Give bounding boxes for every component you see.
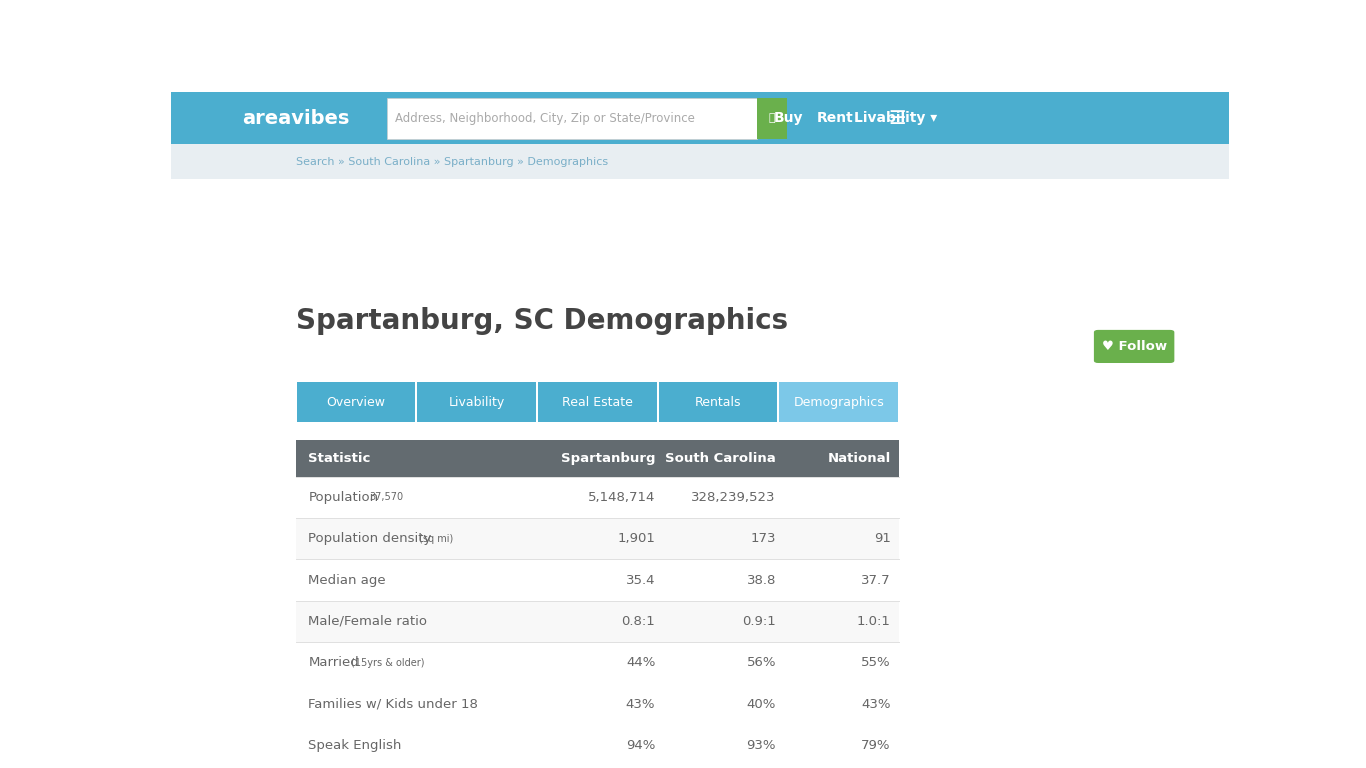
Text: 43%: 43%	[626, 697, 656, 710]
Text: 91: 91	[874, 532, 891, 545]
Text: Families w/ Kids under 18: Families w/ Kids under 18	[309, 697, 478, 710]
Text: 0.8:1: 0.8:1	[622, 615, 656, 628]
Text: 1,901: 1,901	[617, 532, 656, 545]
Bar	[780, 382, 897, 422]
Text: Real Estate: Real Estate	[561, 396, 632, 409]
Text: Population density: Population density	[309, 532, 432, 545]
Bar	[658, 382, 777, 422]
Bar	[295, 518, 899, 559]
Text: Spartanburg: Spartanburg	[561, 452, 656, 465]
Text: 56%: 56%	[746, 657, 776, 670]
Text: (15yrs & older): (15yrs & older)	[351, 658, 425, 668]
Text: 94%: 94%	[626, 739, 656, 752]
Text: Address, Neighborhood, City, Zip or State/Province: Address, Neighborhood, City, Zip or Stat…	[395, 112, 695, 125]
Bar	[296, 382, 415, 422]
Text: 38.8: 38.8	[747, 574, 776, 587]
Text: 0.9:1: 0.9:1	[742, 615, 776, 628]
Text: Livability: Livability	[448, 396, 505, 409]
Text: 37,570: 37,570	[370, 492, 404, 502]
Text: areavibes: areavibes	[242, 109, 350, 127]
Bar	[295, 642, 899, 684]
Text: 37.7: 37.7	[861, 574, 891, 587]
Text: South Carolina: South Carolina	[665, 452, 776, 465]
Text: ♥ Follow: ♥ Follow	[1101, 340, 1167, 353]
Bar	[171, 92, 1229, 144]
Text: Spartanburg, SC Demographics: Spartanburg, SC Demographics	[295, 306, 788, 335]
Text: Demographics: Demographics	[794, 396, 884, 409]
Text: 173: 173	[750, 532, 776, 545]
Text: (sq mi): (sq mi)	[419, 534, 454, 544]
Text: 55%: 55%	[861, 657, 891, 670]
Text: 🔍: 🔍	[769, 114, 776, 124]
Bar	[295, 440, 899, 476]
Text: Population: Population	[309, 491, 378, 504]
Text: 35.4: 35.4	[626, 574, 656, 587]
Text: National: National	[828, 452, 891, 465]
Text: Overview: Overview	[326, 396, 385, 409]
Bar	[295, 476, 899, 518]
Text: Statistic: Statistic	[309, 452, 370, 465]
Bar	[418, 382, 535, 422]
Text: ☰: ☰	[888, 109, 906, 127]
Bar	[757, 98, 787, 138]
Text: 5,148,714: 5,148,714	[587, 491, 656, 504]
Bar	[295, 725, 899, 766]
Text: 44%: 44%	[626, 657, 656, 670]
Text: Livability ▾: Livability ▾	[854, 111, 937, 125]
Bar	[387, 98, 757, 138]
Text: Median age: Median age	[309, 574, 387, 587]
Text: Male/Female ratio: Male/Female ratio	[309, 615, 428, 628]
Bar	[295, 601, 899, 642]
Text: Buy: Buy	[775, 111, 803, 125]
Text: Search » South Carolina » Spartanburg » Demographics: Search » South Carolina » Spartanburg » …	[295, 157, 608, 167]
Bar	[295, 684, 899, 725]
Text: 40%: 40%	[747, 697, 776, 710]
Bar	[295, 766, 899, 768]
Bar	[295, 559, 899, 601]
Bar	[171, 144, 1229, 179]
Text: 43%: 43%	[861, 697, 891, 710]
Bar	[538, 382, 657, 422]
Text: 1.0:1: 1.0:1	[856, 615, 891, 628]
Text: 79%: 79%	[861, 739, 891, 752]
Text: 328,239,523: 328,239,523	[691, 491, 776, 504]
Text: 93%: 93%	[746, 739, 776, 752]
Text: Rent: Rent	[817, 111, 854, 125]
Text: Rentals: Rentals	[695, 396, 742, 409]
Text: Speak English: Speak English	[309, 739, 402, 752]
FancyBboxPatch shape	[1094, 330, 1175, 363]
Text: Married: Married	[309, 657, 359, 670]
